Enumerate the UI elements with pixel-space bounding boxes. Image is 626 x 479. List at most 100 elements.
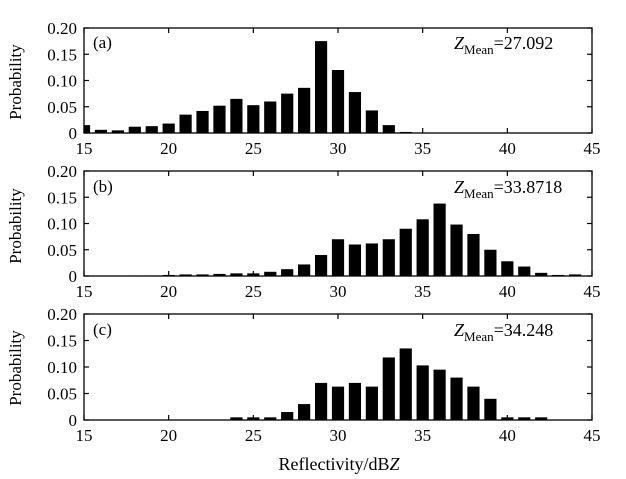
- histogram-bar: [196, 110, 209, 133]
- x-axis-label: Reflectivity/dBZ: [279, 454, 401, 474]
- x-tick-label: 25: [245, 426, 262, 445]
- histogram-bar: [382, 125, 395, 133]
- mean-annotation: ZMean=33.8718: [454, 177, 562, 201]
- histogram-bar: [399, 228, 412, 276]
- y-tick-label: 0.05: [47, 98, 77, 117]
- mean-symbol: Z: [454, 320, 465, 340]
- histogram-bar: [484, 249, 497, 276]
- mean-symbol: Z: [454, 33, 465, 53]
- mean-value: =33.8718: [494, 177, 563, 197]
- histogram-bar: [467, 234, 480, 276]
- histogram-bar: [416, 219, 429, 276]
- histogram-bar: [450, 377, 463, 420]
- histogram-bar: [535, 272, 548, 276]
- y-tick-label: 0.20: [47, 162, 77, 181]
- histogram-bar: [145, 126, 158, 133]
- histogram-bar: [331, 239, 345, 276]
- x-tick-label: 35: [414, 139, 431, 158]
- y-tick-label: 0: [69, 267, 78, 286]
- y-tick-label: 0.10: [47, 358, 77, 377]
- histogram-bar: [111, 130, 124, 133]
- x-tick-label: 45: [584, 426, 601, 445]
- histogram-bar: [348, 244, 362, 276]
- x-tick-label: 30: [330, 282, 347, 301]
- x-tick-label: 20: [160, 282, 177, 301]
- histogram-bar: [213, 273, 226, 276]
- y-tick-label: 0.10: [47, 72, 77, 91]
- histogram-bar: [382, 357, 395, 420]
- x-tick-label: 20: [160, 426, 177, 445]
- histogram-bar: [247, 105, 260, 133]
- histogram-bar: [467, 386, 480, 420]
- histogram-bar: [230, 273, 243, 276]
- x-tick-label: 35: [414, 282, 431, 301]
- histogram-bar: [416, 365, 429, 420]
- histogram-bar: [84, 125, 91, 133]
- histogram-bar: [365, 110, 378, 133]
- histogram-bar: [382, 239, 395, 276]
- panel-label: (a): [93, 33, 112, 52]
- panel-label: (b): [93, 177, 113, 196]
- y-tick-label: 0.20: [47, 19, 77, 38]
- y-tick-label: 0.15: [47, 45, 77, 64]
- mean-value: =27.092: [494, 33, 554, 53]
- histogram-bar: [535, 417, 548, 420]
- histogram-bar: [145, 275, 158, 277]
- x-tick-label: 35: [414, 426, 431, 445]
- mean-subscript: Mean: [464, 186, 494, 201]
- histogram-bar: [281, 93, 294, 133]
- histogram-bar: [179, 274, 192, 276]
- x-axis-label-unit: Z: [389, 454, 400, 474]
- mean-subscript: Mean: [464, 329, 494, 344]
- histogram-bar: [196, 274, 209, 276]
- y-tick-label: 0.05: [47, 385, 77, 404]
- mean-annotation: ZMean=27.092: [454, 33, 553, 57]
- y-tick-label: 0.15: [47, 332, 77, 351]
- histogram-bar: [450, 224, 463, 276]
- y-axis-label: Probability: [6, 188, 25, 264]
- histogram-bar: [264, 101, 277, 133]
- y-tick-label: 0.20: [47, 305, 77, 324]
- x-tick-label: 15: [76, 282, 93, 301]
- histogram-bar: [314, 382, 328, 420]
- histogram-bar: [552, 274, 565, 276]
- histogram-bar: [94, 129, 108, 133]
- histogram-bar: [314, 41, 328, 133]
- histogram-bar: [484, 398, 497, 420]
- histogram-bar: [399, 131, 412, 133]
- histogram-bar: [518, 417, 531, 420]
- mean-subscript: Mean: [464, 42, 494, 57]
- x-tick-label: 25: [245, 282, 262, 301]
- histogram-bar: [433, 203, 446, 276]
- panel-b: (b) ZMean=33.8718 Probability 15 20 25 30 35…: [6, 162, 601, 301]
- panel-label: (c): [93, 320, 112, 339]
- x-tick-label: 40: [499, 139, 516, 158]
- histogram-bar: [264, 417, 277, 420]
- histogram-bar: [213, 105, 226, 133]
- x-tick-label: 45: [584, 282, 601, 301]
- y-axis-label: Probability: [6, 44, 25, 120]
- histogram-bar: [281, 412, 294, 420]
- x-tick-label: 45: [584, 139, 601, 158]
- histogram-bar: [179, 114, 192, 133]
- x-tick-label: 40: [499, 426, 516, 445]
- histogram-bar: [501, 261, 514, 276]
- histogram-bar: [128, 126, 141, 133]
- histogram-bar: [298, 264, 311, 276]
- mean-annotation: ZMean=34.248: [454, 320, 553, 344]
- x-axis-label-main: Reflectivity/dB: [279, 454, 390, 474]
- histogram-bar: [568, 274, 582, 276]
- y-tick-label: 0.10: [47, 215, 77, 234]
- x-tick-label: 15: [76, 426, 93, 445]
- x-tick-label: 25: [245, 139, 262, 158]
- histogram-bar: [230, 98, 243, 133]
- x-tick-label: 20: [160, 139, 177, 158]
- histogram-bar: [128, 275, 141, 277]
- y-tick-label: 0: [69, 124, 78, 143]
- panel-c: (c) ZMean=34.248 Probability 15 20 25 30 35 4…: [6, 305, 601, 445]
- histogram-bar: [518, 266, 531, 276]
- histogram-bar: [230, 417, 243, 420]
- histogram-bar: [264, 271, 277, 276]
- x-tick-label: 30: [330, 139, 347, 158]
